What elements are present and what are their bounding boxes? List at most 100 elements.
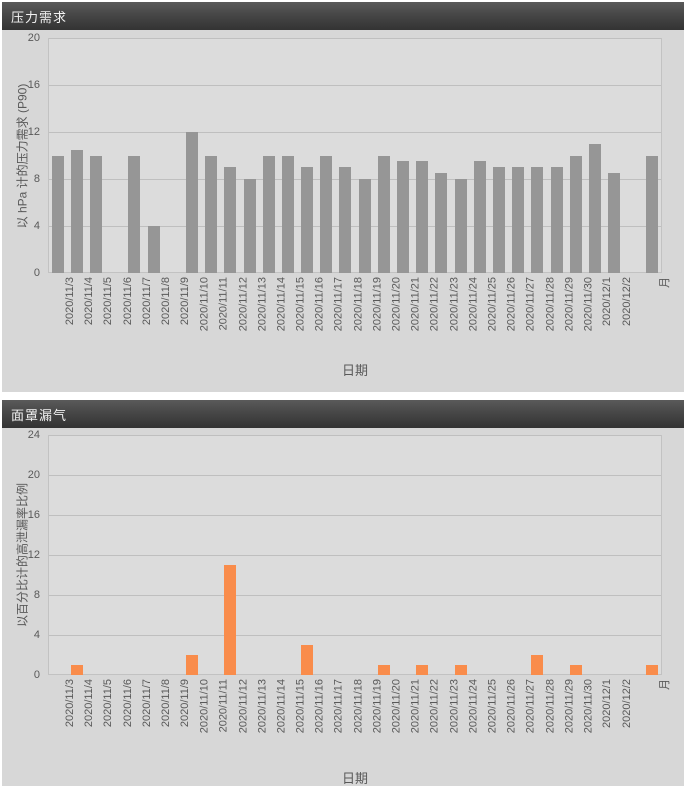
- x-tick-label: 2020/11/13: [256, 679, 268, 734]
- pressure-demand-panel-title: 压力需求: [2, 2, 684, 30]
- y-tick-label: 16: [27, 509, 40, 521]
- bar: [569, 665, 582, 675]
- x-axis-title: 日期: [341, 363, 369, 378]
- bar: [90, 155, 102, 273]
- bar: [128, 155, 141, 273]
- x-tick-label: 2020/11/17: [332, 277, 345, 332]
- x-tick-label: 2020/11/23: [447, 679, 460, 734]
- y-tick-label: 16: [27, 79, 40, 91]
- x-tick-label: 2020/11/20: [390, 679, 403, 734]
- bar: [646, 665, 659, 675]
- mask-leak-chart: 0 4 8 12 16 20 24 2020/11/3 2020/11/4 2020/11/5 20…: [2, 428, 684, 786]
- gridline: [49, 179, 661, 180]
- x-tick-label: 2020/11/21: [409, 679, 422, 734]
- bar: [397, 161, 409, 273]
- x-tick-label: 2020/11/21: [409, 277, 422, 332]
- x-tick-label: 月: [658, 277, 671, 288]
- y-tick-label: 4: [33, 220, 40, 232]
- x-tick-label: 2020/11/29: [563, 679, 575, 734]
- x-tick-label: 2020/11/19: [371, 679, 384, 734]
- x-tick-label: 2020/11/7: [140, 277, 153, 326]
- x-tick-label: 2020/12/1: [601, 277, 614, 326]
- y-tick-label: 20: [27, 469, 40, 481]
- y-axis-title: 以 hPa 计的压力需求 (P90): [15, 83, 30, 228]
- gridline: [49, 555, 661, 556]
- x-tick-label: 2020/11/4: [83, 679, 96, 728]
- bar: [377, 665, 390, 675]
- bar: [185, 132, 198, 273]
- x-tick-label: 2020/11/19: [371, 277, 384, 332]
- y-tick-label: 8: [33, 173, 40, 185]
- y-tick-label: 24: [27, 429, 40, 441]
- x-tick-label: 2020/11/30: [582, 679, 595, 734]
- gridline: [49, 635, 661, 636]
- x-tick-label: 2020/11/12: [236, 679, 249, 734]
- x-tick-label: 2020/11/22: [428, 277, 441, 332]
- gridline: [49, 595, 661, 596]
- bar: [377, 155, 390, 273]
- x-tick-label: 2020/11/8: [160, 679, 172, 728]
- bar: [339, 167, 352, 274]
- x-tick-label: 2020/11/23: [447, 277, 460, 332]
- bar: [531, 655, 544, 675]
- bar: [185, 655, 198, 675]
- y-tick-label: 12: [27, 126, 40, 138]
- gridline: [49, 475, 661, 476]
- x-tick-label: 2020/12/1: [601, 679, 614, 728]
- bar: [51, 155, 64, 273]
- bar: [416, 665, 429, 675]
- bar: [70, 665, 83, 675]
- x-tick-label: 2020/11/10: [198, 679, 211, 734]
- x-tick-label: 2020/11/9: [179, 277, 192, 326]
- bar: [646, 155, 659, 273]
- bar: [281, 155, 294, 273]
- bar: [512, 167, 525, 274]
- bar: [569, 155, 582, 273]
- x-tick-label: 2020/11/16: [313, 277, 326, 332]
- x-tick-label: 2020/12/2: [620, 277, 633, 326]
- gridline: [49, 132, 661, 133]
- y-tick-label: 0: [33, 669, 40, 681]
- bar: [70, 149, 83, 273]
- x-tick-label: 2020/11/22: [428, 679, 441, 734]
- x-tick-label: 2020/11/3: [64, 679, 77, 728]
- bar: [224, 565, 237, 675]
- x-tick-label: 2020/11/26: [505, 679, 518, 734]
- x-tick-label: 2020/11/18: [351, 277, 364, 332]
- bar: [492, 167, 505, 274]
- y-axis-title: 以百分比计的高泄漏率比例: [15, 482, 30, 628]
- x-tick-label: 2020/11/7: [140, 679, 153, 728]
- x-tick-label: 2020/11/12: [236, 277, 249, 332]
- bar: [608, 173, 620, 273]
- bar: [454, 179, 467, 273]
- bar: [454, 665, 467, 675]
- bar: [550, 167, 563, 274]
- bar: [301, 167, 313, 274]
- bar: [588, 143, 601, 274]
- x-tick-label: 月: [658, 679, 671, 690]
- pressure-demand-chart: 0 4 8 12 16 20 2020/11/3 2020/11/4 2020/11/5 2020…: [2, 30, 684, 392]
- gridline: [49, 38, 661, 39]
- x-tick-label: 2020/11/20: [390, 277, 403, 332]
- x-tick-label: 2020/12/2: [620, 679, 633, 728]
- x-tick-label: 2020/11/3: [64, 277, 77, 326]
- y-tick-label: 8: [33, 589, 40, 601]
- bar: [243, 179, 256, 273]
- bar: [435, 173, 448, 273]
- x-tick-label: 2020/11/11: [217, 679, 230, 733]
- gridline: [49, 226, 661, 227]
- gridline: [49, 515, 661, 516]
- x-tick-label: 2020/11/25: [486, 277, 499, 332]
- y-tick-label: 0: [33, 267, 40, 279]
- bar: [224, 167, 237, 274]
- x-tick-label: 2020/11/10: [198, 277, 211, 332]
- bar: [416, 161, 429, 273]
- x-tick-label: 2020/11/9: [179, 679, 192, 728]
- bar: [301, 645, 313, 675]
- x-tick-label: 2020/11/24: [467, 277, 479, 332]
- bar: [358, 179, 371, 273]
- gridline: [49, 435, 661, 436]
- gridline: [49, 85, 661, 86]
- y-tick-label: 12: [27, 549, 40, 561]
- x-tick-label: 2020/11/30: [582, 277, 595, 332]
